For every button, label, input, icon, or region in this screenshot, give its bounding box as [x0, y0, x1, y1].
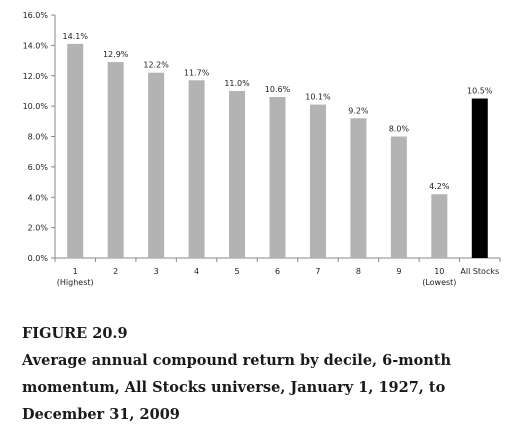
data-label: 10.6%: [265, 85, 291, 94]
x-category-label: 6: [275, 267, 280, 276]
bars: [67, 43, 488, 259]
x-category-label: 8: [356, 267, 361, 276]
y-tick-label: 14.0%: [23, 41, 49, 50]
x-category-sublabel: (Lowest): [422, 278, 456, 287]
bar-decile-1: [67, 43, 84, 259]
y-tick-label: 16.0%: [23, 11, 49, 20]
caption-line-1: Average annual compound return by decile…: [22, 352, 452, 369]
data-label: 8.0%: [389, 125, 410, 134]
x-category-label: 7: [315, 267, 320, 276]
x-category-label: All Stocks: [460, 267, 499, 276]
data-label: 9.2%: [348, 106, 369, 115]
y-tick-label: 0.0%: [28, 254, 49, 263]
data-label: 12.2%: [143, 61, 169, 70]
x-category-label: 3: [154, 267, 159, 276]
bar-decile-7: [309, 104, 326, 258]
data-label: 4.2%: [429, 182, 450, 191]
caption-line-2: momentum, All Stocks universe, January 1…: [22, 379, 446, 396]
bar-decile-4: [188, 80, 205, 259]
bar-all-stocks: [471, 98, 488, 258]
y-axis: 0.0% 2.0% 4.0% 6.0% 8.0% 10.0% 12.0% 14.0% 16.0%: [23, 11, 56, 263]
x-category-label: 10: [434, 267, 444, 276]
bar-decile-9: [390, 136, 407, 258]
y-tick-label: 8.0%: [28, 133, 49, 142]
data-label: 14.1%: [63, 32, 89, 41]
x-category-label: 2: [113, 267, 118, 276]
y-tick-label: 12.0%: [23, 72, 49, 81]
figure-caption: FIGURE 20.9 Average annual compound retu…: [22, 320, 502, 428]
data-label: 10.5%: [467, 87, 493, 96]
y-tick-label: 10.0%: [23, 102, 49, 111]
data-label: 11.0%: [224, 79, 250, 88]
caption-line-3: December 31, 2009: [22, 406, 180, 423]
x-category-label: 4: [194, 267, 199, 276]
x-category-label: 5: [234, 267, 239, 276]
bar-decile-5: [229, 90, 246, 258]
y-tick-label: 4.0%: [28, 193, 49, 202]
data-labels: 14.1% 12.9% 12.2% 11.7% 11.0% 10.6% 10.1% 9.2% 8…: [63, 32, 493, 191]
bar-decile-8: [350, 118, 367, 259]
y-tick-label: 6.0%: [28, 163, 49, 172]
x-category-sublabel: (Highest): [57, 278, 94, 287]
data-label: 12.9%: [103, 50, 129, 59]
bar-decile-3: [148, 72, 165, 259]
bar-decile-2: [107, 62, 124, 258]
x-category-label: 9: [396, 267, 401, 276]
data-label: 11.7%: [184, 68, 210, 77]
bar-decile-10: [431, 194, 448, 258]
y-tick-label: 2.0%: [28, 224, 49, 233]
figure-number: FIGURE 20.9: [22, 325, 128, 342]
bar-chart: 0.0% 2.0% 4.0% 6.0% 8.0% 10.0% 12.0% 14.0% 16.0%…: [23, 11, 501, 287]
data-label: 10.1%: [305, 93, 331, 102]
bar-decile-6: [269, 97, 286, 258]
x-axis: 1 (Highest) 2 3 4 5 6 7 8 9 10 (Lowest) All Stocks: [54, 257, 501, 287]
x-category-label: 1: [73, 267, 78, 276]
